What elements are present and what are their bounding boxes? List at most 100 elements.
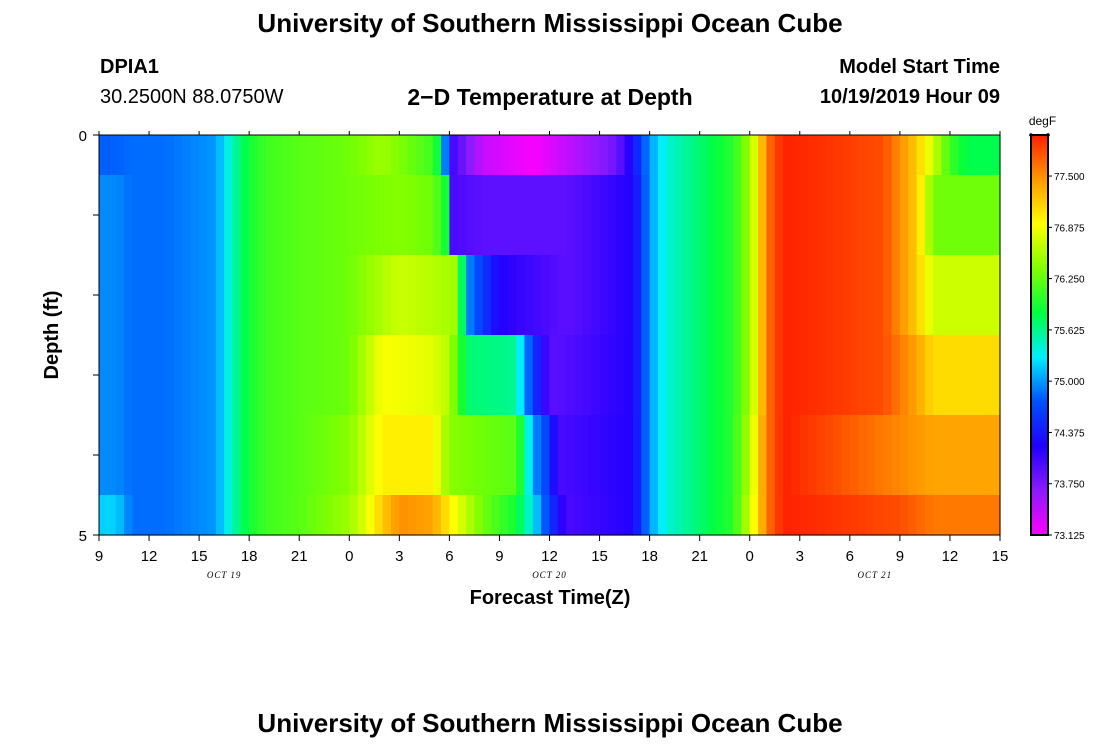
heatmap-cell bbox=[874, 415, 884, 496]
heatmap-cell bbox=[974, 495, 984, 536]
heatmap-cell bbox=[224, 335, 234, 416]
heatmap-cell bbox=[215, 255, 225, 336]
heatmap-cell bbox=[249, 135, 259, 176]
heatmap-cell bbox=[382, 135, 392, 176]
heatmap-cell bbox=[766, 335, 776, 416]
heatmap-cell bbox=[407, 415, 417, 496]
station-id: DPIA1 bbox=[100, 56, 159, 78]
heatmap-cell bbox=[240, 335, 250, 416]
heatmap-cell bbox=[265, 495, 275, 536]
heatmap-cell bbox=[607, 495, 617, 536]
heatmap-cell bbox=[883, 495, 893, 536]
heatmap-cell bbox=[682, 255, 692, 336]
heatmap-cell bbox=[624, 135, 634, 176]
heatmap-cell bbox=[858, 135, 868, 176]
heatmap-cell bbox=[466, 415, 476, 496]
heatmap-cell bbox=[841, 335, 851, 416]
heatmap-cell bbox=[516, 255, 526, 336]
heatmap-cell bbox=[516, 335, 526, 416]
heatmap-cell bbox=[324, 415, 334, 496]
heatmap-cell bbox=[941, 495, 951, 536]
heatmap-cell bbox=[974, 175, 984, 256]
heatmap-cell bbox=[224, 415, 234, 496]
heatmap-cell bbox=[157, 175, 167, 256]
heatmap-cell bbox=[574, 495, 584, 536]
heatmap-cell bbox=[824, 135, 834, 176]
heatmap-cell bbox=[657, 135, 667, 176]
heatmap-cell bbox=[883, 415, 893, 496]
heatmap-cell bbox=[390, 175, 400, 256]
heatmap-cell bbox=[249, 175, 259, 256]
heatmap-cell bbox=[524, 135, 534, 176]
heatmap-cell bbox=[733, 255, 742, 336]
heatmap-cell bbox=[541, 415, 551, 496]
heatmap-cell bbox=[541, 135, 551, 176]
heatmap-cell bbox=[182, 415, 192, 496]
heatmap-cell bbox=[607, 335, 617, 416]
heatmap-cell bbox=[282, 495, 292, 536]
heatmap-cell bbox=[582, 335, 592, 416]
heatmap-cell bbox=[741, 335, 751, 416]
heatmap-cell bbox=[566, 135, 576, 176]
heatmap-cell bbox=[190, 415, 200, 496]
heatmap-cell bbox=[357, 495, 367, 536]
heatmap-cell bbox=[657, 175, 667, 256]
heatmap-cell bbox=[974, 255, 984, 336]
heatmap-cell bbox=[599, 415, 609, 496]
heatmap-cell bbox=[174, 135, 184, 176]
heatmap-cell bbox=[549, 175, 559, 256]
heatmap-cell bbox=[432, 495, 442, 536]
heatmap-cell bbox=[716, 415, 726, 496]
heatmap-cell bbox=[749, 495, 759, 536]
heatmap-cell bbox=[983, 415, 993, 496]
heatmap-cell bbox=[182, 135, 192, 176]
heatmap-cell bbox=[858, 415, 868, 496]
heatmap-cell bbox=[908, 335, 918, 416]
heatmap-cell bbox=[466, 255, 476, 336]
heatmap-cell bbox=[115, 135, 125, 176]
heatmap-cell bbox=[783, 335, 793, 416]
heatmap-cell bbox=[441, 415, 450, 496]
heatmap-cell bbox=[766, 495, 776, 536]
heatmap-cell bbox=[724, 495, 734, 536]
heatmap-cell bbox=[149, 415, 158, 496]
heatmap-cell bbox=[958, 415, 968, 496]
heatmap-cell bbox=[315, 335, 325, 416]
heatmap-cell bbox=[783, 495, 793, 536]
heatmap-cell bbox=[566, 415, 576, 496]
heatmap-cell bbox=[491, 135, 501, 176]
heatmap-cell bbox=[916, 255, 926, 336]
heatmap-cell bbox=[124, 135, 133, 176]
heatmap-cell bbox=[182, 335, 192, 416]
heatmap-cell bbox=[649, 415, 659, 496]
heatmap-cell bbox=[441, 135, 450, 176]
heatmap-cell bbox=[766, 255, 776, 336]
heatmap-cell bbox=[758, 175, 767, 256]
heatmap-cell bbox=[699, 415, 709, 496]
x-tick-label: 12 bbox=[942, 548, 959, 565]
heatmap-cell bbox=[407, 495, 417, 536]
heatmap-cell bbox=[390, 415, 400, 496]
heatmap-cell bbox=[899, 135, 909, 176]
heatmap-cell bbox=[582, 135, 592, 176]
heatmap-cell bbox=[107, 175, 117, 256]
heatmap-cell bbox=[607, 175, 617, 256]
heatmap-cell bbox=[491, 255, 501, 336]
heatmap-cell bbox=[791, 175, 801, 256]
heatmap-cell bbox=[99, 135, 108, 176]
heatmap-cell bbox=[124, 495, 133, 536]
heatmap-cell bbox=[749, 135, 759, 176]
heatmap-cell bbox=[365, 135, 375, 176]
heatmap-cell bbox=[649, 495, 659, 536]
heatmap-cell bbox=[482, 335, 492, 416]
heatmap-cell bbox=[791, 255, 801, 336]
heatmap-cell bbox=[833, 175, 843, 256]
x-tick-label: 3 bbox=[796, 548, 804, 565]
x-tick-label: 9 bbox=[95, 548, 103, 565]
date-label: OCT 21 bbox=[858, 570, 893, 580]
heatmap-cell bbox=[132, 175, 142, 256]
heatmap-cell bbox=[165, 255, 175, 336]
heatmap-cell bbox=[265, 135, 275, 176]
heatmap-cell bbox=[157, 255, 167, 336]
heatmap-cell bbox=[958, 335, 968, 416]
